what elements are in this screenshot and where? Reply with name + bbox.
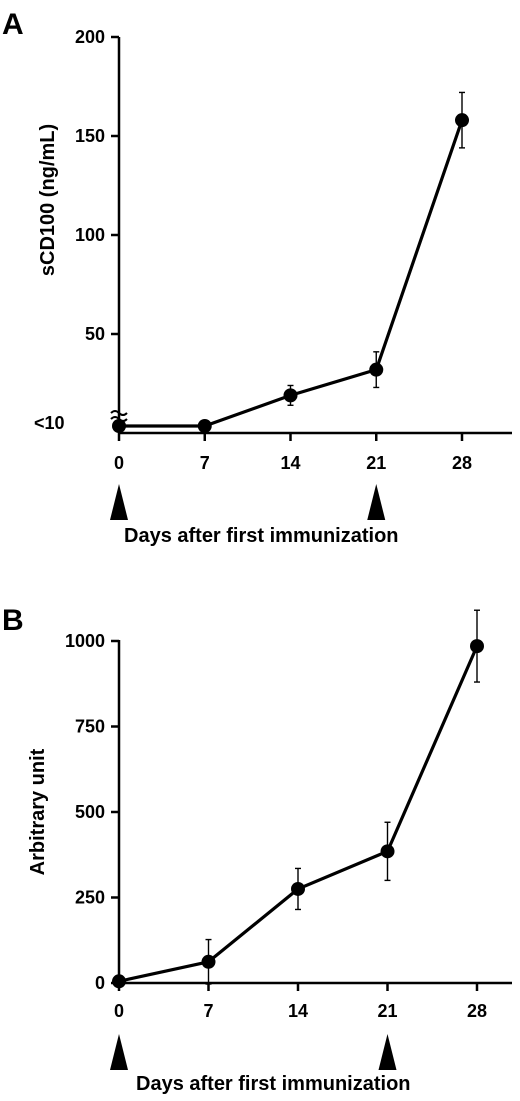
panel-b: B Arbitrary unit 0 250 500 750 1000 0 7 14 21 28… — [2, 604, 512, 1095]
panel-b-data-point — [470, 639, 484, 654]
panel-b-data-point — [201, 954, 216, 969]
panel-a-below-detection-label: <10 — [34, 413, 65, 433]
panel-a-series-line — [119, 119, 464, 428]
panel-a-series — [112, 91, 469, 433]
panel-b-series — [112, 609, 484, 989]
panel-a-data-point — [369, 362, 384, 377]
panel-b-series-line — [118, 645, 479, 983]
panel-b-x-axis-title: Days after first immunization — [136, 1073, 411, 1095]
panel-b-x-tick-label: 14 — [288, 1001, 308, 1021]
panel-b-immunization-arrow — [378, 1034, 397, 1070]
panel-b-y-ticks: 0 250 500 750 1000 — [65, 631, 119, 993]
panel-b-y-tick-label: 0 — [95, 973, 105, 993]
panel-b-data-point — [380, 844, 395, 859]
panel-a-label: A — [2, 8, 24, 41]
panel-b-x-tick-label: 7 — [203, 1001, 213, 1021]
panel-b-label: B — [2, 604, 24, 637]
panel-b-x-tick-label: 21 — [377, 1001, 397, 1021]
panel-a-immunization-arrow — [367, 484, 386, 520]
panel-a-y-tick-label: 50 — [85, 324, 105, 344]
panel-b-y-tick-label: 750 — [75, 717, 105, 737]
panel-a-x-tick-label: 0 — [114, 453, 124, 473]
panel-a-data-point — [455, 113, 469, 128]
panel-a-x-tick-label: 28 — [452, 453, 472, 473]
panel-a-x-tick-label: 21 — [366, 453, 386, 473]
panel-b-immunization-arrows — [110, 1034, 397, 1070]
panel-b-axes — [117, 640, 512, 985]
panel-a-y-ticks: 50 100 150 200 <10 — [34, 27, 119, 433]
panel-a-y-tick-label: 100 — [75, 225, 105, 245]
panel-a-x-ticks: 0 7 14 21 28 — [114, 433, 472, 473]
panel-b-data-point — [291, 881, 305, 896]
panel-a-x-axis-title: Days after first immunization — [124, 525, 399, 547]
panel-a-immunization-arrow — [110, 484, 128, 520]
panel-b-x-tick-label: 28 — [467, 1001, 487, 1021]
panel-a-y-tick-label: 150 — [75, 126, 105, 146]
panel-a-x-tick-label: 14 — [280, 453, 300, 473]
panel-a-data-point — [283, 388, 298, 403]
panel-a-y-tick-label: 200 — [75, 27, 105, 47]
panel-b-y-axis-title: Arbitrary unit — [27, 748, 49, 875]
panel-a-axes — [110, 37, 512, 435]
panel-a-immunization-arrows — [110, 484, 386, 520]
panel-b-y-tick-label: 1000 — [65, 631, 105, 651]
panel-b-x-ticks: 0 7 14 21 28 — [114, 983, 487, 1021]
panel-a-data-point — [112, 419, 126, 433]
panel-a: A sCD100 (ng/mL) 50 100 150 200 <10 0 7 14 21 28… — [2, 8, 512, 547]
panel-a-x-tick-label: 7 — [200, 453, 210, 473]
panel-a-y-axis-title: sCD100 (ng/mL) — [37, 124, 59, 276]
panel-a-axis-break — [110, 410, 128, 416]
panel-b-immunization-arrow — [110, 1034, 128, 1070]
panel-b-data-point — [112, 974, 126, 989]
panel-b-y-tick-label: 500 — [75, 802, 105, 822]
panel-b-y-tick-label: 250 — [75, 888, 105, 908]
panel-b-x-tick-label: 0 — [114, 1001, 124, 1021]
panel-a-data-point — [197, 419, 212, 433]
